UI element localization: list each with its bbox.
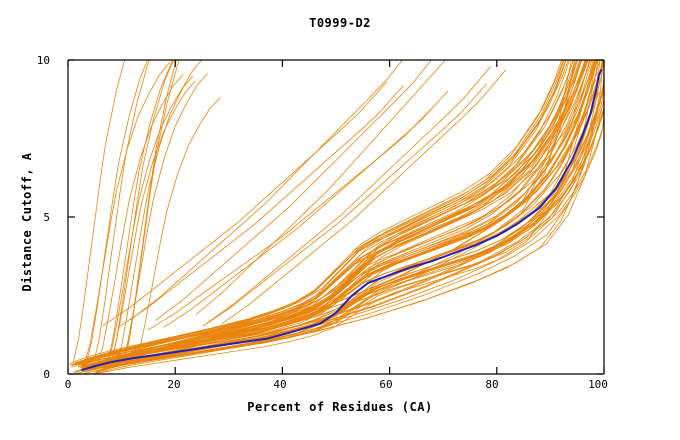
model-curve — [73, 60, 570, 373]
model-curve — [89, 60, 588, 370]
model-curve — [107, 60, 604, 368]
y-tick-label-10: 10 — [36, 54, 50, 67]
x-tick-label-80: 80 — [485, 378, 499, 391]
model-curve — [83, 60, 597, 368]
model-curve — [105, 60, 597, 367]
model-curve — [163, 90, 449, 328]
model-curve — [106, 60, 174, 364]
model-curve — [77, 60, 586, 374]
model-curve — [155, 60, 432, 321]
model-curve — [95, 60, 599, 368]
reference-curve — [81, 69, 603, 372]
x-tick-label-40: 40 — [273, 378, 287, 391]
y-tick-label-5: 5 — [43, 211, 50, 224]
model-curve — [74, 60, 579, 364]
curve-group — [69, 60, 604, 374]
x-tick-label-60: 60 — [379, 378, 393, 391]
model-curve — [119, 85, 404, 327]
model-curve — [97, 60, 595, 368]
model-curve — [93, 60, 583, 367]
model-curve — [83, 60, 598, 369]
x-axis-label: Percent of Residues (CA) — [247, 400, 433, 414]
model-curve — [92, 115, 604, 374]
x-tick-label-0: 0 — [64, 378, 72, 391]
model-curve — [71, 60, 566, 366]
model-curve — [92, 60, 604, 374]
model-curve — [123, 60, 177, 363]
model-curve — [78, 60, 576, 368]
model-curve — [134, 97, 221, 366]
model-curve — [80, 60, 569, 366]
model-curve — [81, 60, 582, 372]
chart-title: T0999-D2 — [309, 16, 371, 30]
model-curve — [95, 85, 604, 373]
model-curve — [101, 99, 604, 369]
axis-ticks — [67, 59, 605, 375]
model-curve — [221, 69, 507, 325]
axes-frame — [67, 59, 605, 375]
model-curve — [74, 60, 567, 365]
model-curve — [130, 60, 403, 320]
model-curve — [109, 80, 196, 366]
model-curve — [206, 66, 491, 324]
model-curve — [106, 75, 194, 365]
model-curve — [116, 60, 203, 365]
model-curve — [104, 60, 601, 368]
model-curve — [78, 60, 578, 366]
model-curve — [72, 60, 125, 362]
model-curve — [83, 61, 171, 365]
x-tick-label-100: 100 — [588, 378, 608, 391]
y-tick-label-0: 0 — [43, 368, 50, 381]
model-curve — [94, 60, 589, 366]
model-curve — [93, 60, 151, 363]
model-curve — [102, 81, 388, 327]
model-curve — [202, 83, 488, 327]
x-tick-label-20: 20 — [167, 378, 181, 391]
model-curve — [147, 108, 432, 331]
model-curve — [86, 60, 149, 364]
model-curve — [101, 80, 604, 369]
model-curve — [75, 60, 592, 365]
